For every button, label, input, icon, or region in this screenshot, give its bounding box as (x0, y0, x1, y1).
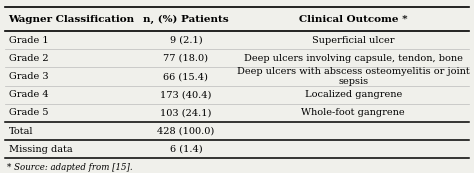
Text: Deep ulcers with abscess osteomyelitis or joint
sepsis: Deep ulcers with abscess osteomyelitis o… (237, 67, 470, 86)
Text: Clinical Outcome *: Clinical Outcome * (299, 15, 408, 24)
Text: Wagner Classification: Wagner Classification (9, 15, 135, 24)
Text: Grade 4: Grade 4 (9, 90, 48, 99)
Text: Grade 5: Grade 5 (9, 108, 48, 117)
Text: * Source: adapted from [15].: * Source: adapted from [15]. (7, 163, 133, 172)
Text: Grade 1: Grade 1 (9, 36, 48, 45)
Text: 66 (15.4): 66 (15.4) (164, 72, 209, 81)
Text: 173 (40.4): 173 (40.4) (160, 90, 211, 99)
Text: Localized gangrene: Localized gangrene (304, 90, 402, 99)
Text: 103 (24.1): 103 (24.1) (160, 108, 211, 117)
Text: n, (%) Patients: n, (%) Patients (143, 15, 229, 24)
Text: Total: Total (9, 126, 33, 136)
Text: 6 (1.4): 6 (1.4) (170, 145, 202, 154)
Text: Deep ulcers involving capsule, tendon, bone: Deep ulcers involving capsule, tendon, b… (244, 54, 463, 63)
Text: 9 (2.1): 9 (2.1) (170, 36, 202, 45)
Text: Missing data: Missing data (9, 145, 72, 154)
Text: Grade 3: Grade 3 (9, 72, 48, 81)
Text: Grade 2: Grade 2 (9, 54, 48, 63)
Text: 428 (100.0): 428 (100.0) (157, 126, 215, 136)
Text: Whole-foot gangrene: Whole-foot gangrene (301, 108, 405, 117)
Text: Superficial ulcer: Superficial ulcer (312, 36, 394, 45)
Text: 77 (18.0): 77 (18.0) (164, 54, 209, 63)
